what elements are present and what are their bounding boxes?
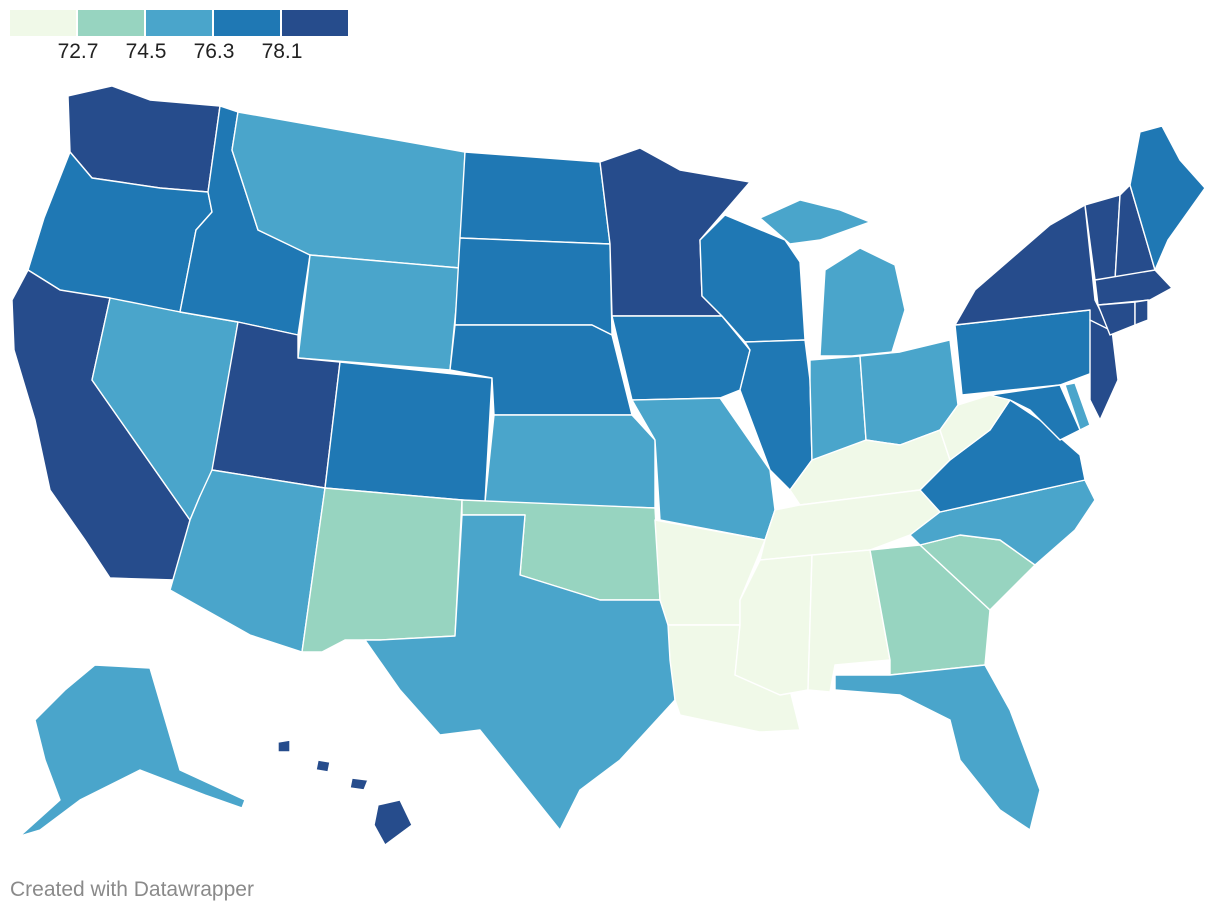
state-wyoming[interactable] <box>297 254 461 371</box>
legend-label-4: 78.1 <box>261 40 303 63</box>
legend-label-3: 76.3 <box>193 40 235 63</box>
legend-label-1: 72.7 <box>57 40 99 63</box>
color-legend: 72.7 74.5 76.3 78.1 <box>10 10 350 70</box>
state-colorado[interactable] <box>324 361 493 503</box>
state-kansas[interactable] <box>484 414 656 509</box>
state-florida[interactable] <box>834 664 1041 831</box>
state-texas[interactable] <box>364 514 676 831</box>
state-mississippi[interactable] <box>734 554 813 696</box>
legend-swatch-4 <box>282 10 348 36</box>
state-new-mexico[interactable] <box>301 487 463 653</box>
state-rhode-island[interactable] <box>1134 299 1149 326</box>
legend-swatch-1 <box>78 10 144 36</box>
state-north-dakota[interactable] <box>459 151 611 245</box>
state-maryland[interactable] <box>989 384 1081 441</box>
state-michigan[interactable] <box>759 199 906 357</box>
state-alaska[interactable] <box>19 664 246 837</box>
legend-label-2: 74.5 <box>125 40 167 63</box>
legend-swatch-3 <box>214 10 280 36</box>
state-south-dakota[interactable] <box>454 237 613 336</box>
legend-swatch-0 <box>10 10 76 36</box>
state-hawaii[interactable] <box>277 739 413 846</box>
legend-swatches <box>10 10 350 36</box>
state-delaware[interactable] <box>1064 382 1091 431</box>
state-iowa[interactable] <box>611 315 751 401</box>
legend-swatch-2 <box>146 10 212 36</box>
state-maine[interactable] <box>1129 125 1206 271</box>
state-new-jersey[interactable] <box>1089 319 1119 421</box>
state-massachusetts[interactable] <box>1094 269 1173 306</box>
datawrapper-credit: Created with Datawrapper <box>10 878 254 901</box>
